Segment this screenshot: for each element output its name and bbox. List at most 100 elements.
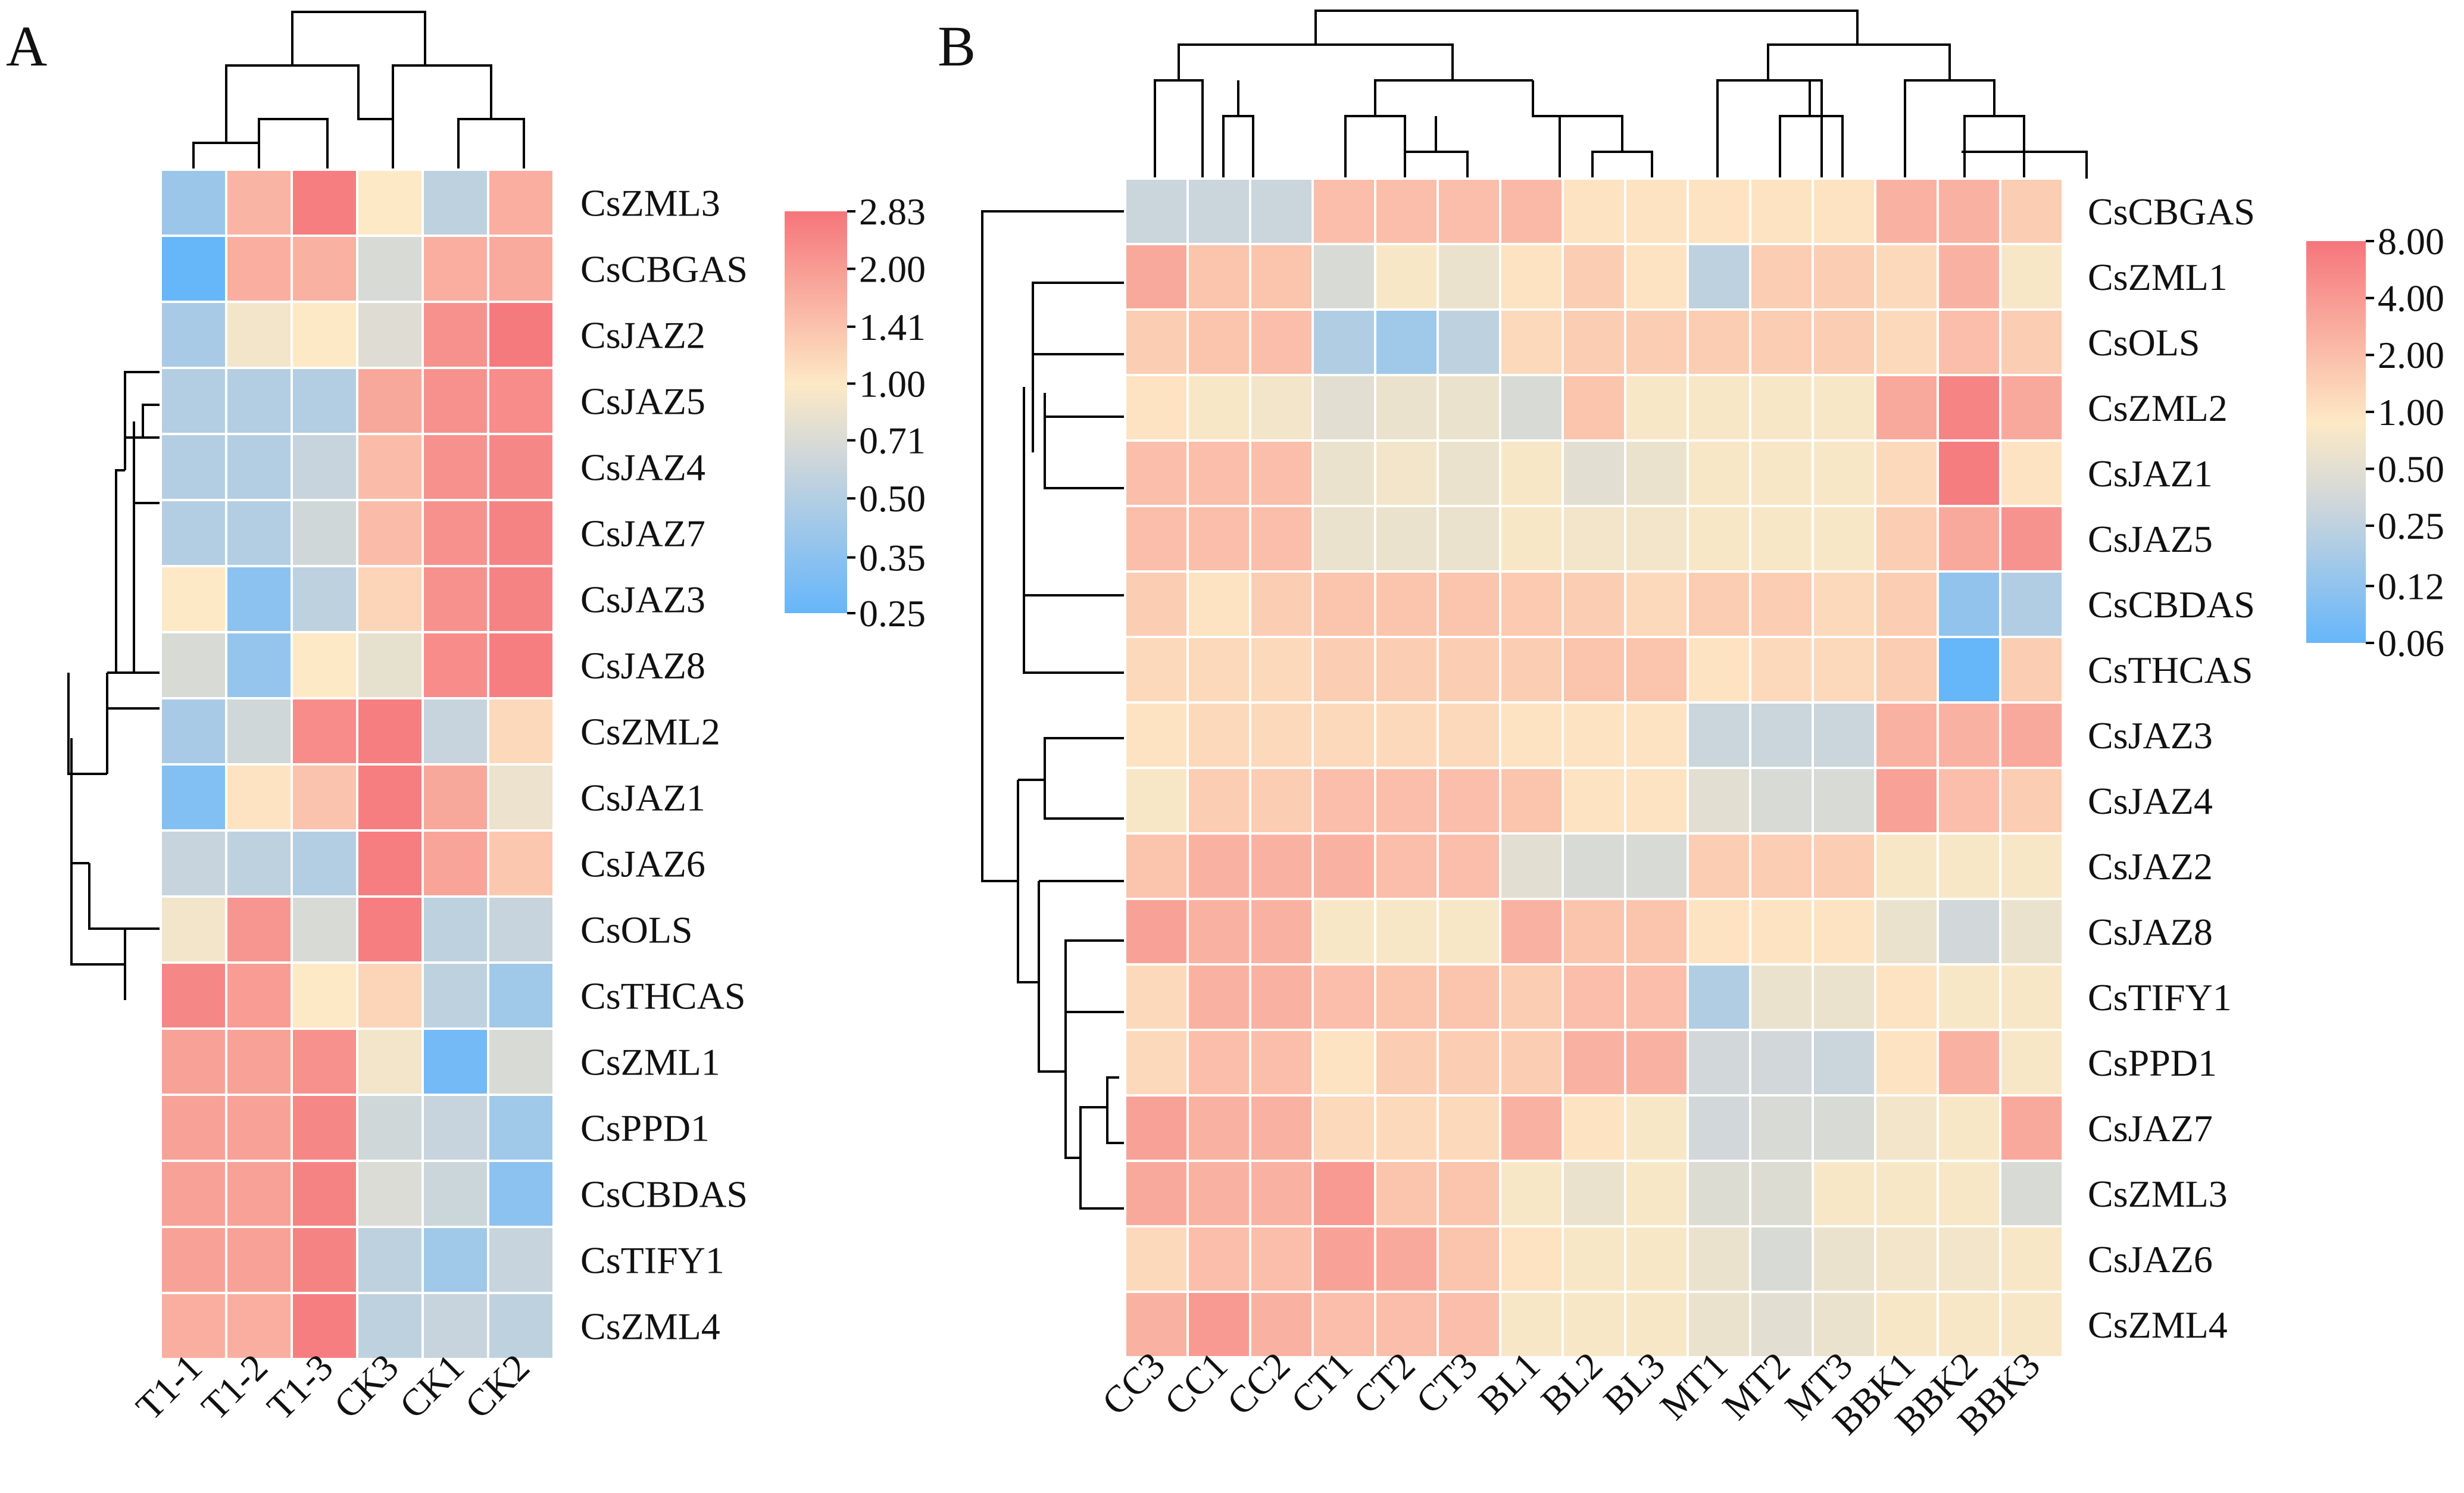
heatmap-cell — [1687, 1029, 1751, 1097]
heatmap-cell — [1186, 767, 1251, 835]
heatmap-cell — [1999, 505, 2064, 573]
heatmap-cell — [1499, 701, 1564, 769]
heatmap-cell — [1624, 636, 1689, 704]
row-label: CsCBGAS — [2088, 190, 2255, 233]
heatmap-cell — [421, 301, 489, 369]
heatmap-cell — [1186, 1160, 1251, 1227]
heatmap-cell — [1562, 1029, 1626, 1097]
heatmap-cell — [225, 829, 293, 898]
heatmap-cell — [1499, 898, 1564, 966]
heatmap-cell — [1687, 963, 1751, 1031]
heatmap-cell — [1999, 1029, 2064, 1097]
heatmap-cell — [1937, 439, 2001, 507]
heatmap-cell — [1812, 1291, 1876, 1358]
heatmap-cell — [1186, 439, 1251, 507]
heatmap-cell — [356, 565, 424, 633]
heatmap-cell — [160, 961, 227, 1030]
heatmap-cell — [1749, 177, 1814, 245]
heatmap-cell — [1124, 374, 1189, 442]
heatmap-cell — [1687, 308, 1751, 376]
heatmap-cell — [1562, 439, 1626, 507]
heatmap-cell — [1499, 1225, 1564, 1293]
heatmap-cell — [1999, 1160, 2064, 1227]
heatmap-cell — [1436, 570, 1501, 638]
heatmap-cell — [1186, 1291, 1251, 1358]
panel-a-row-dendrogram — [67, 371, 161, 1000]
heatmap-cell — [160, 433, 227, 501]
heatmap-cell — [1186, 374, 1251, 442]
heatmap-cell — [1374, 701, 1439, 769]
panel-a-cells — [160, 168, 555, 1360]
heatmap-cell — [225, 763, 293, 832]
heatmap-cell — [1999, 308, 2064, 376]
heatmap-cell — [1124, 1160, 1189, 1227]
heatmap-cell — [225, 433, 293, 501]
heatmap-cell — [1249, 177, 1314, 245]
heatmap-cell — [1499, 963, 1564, 1031]
panel-b-colorbar: 8.00 4.00 2.00 1.00 0.50 0.25 0.12 0.06 — [2306, 220, 2444, 664]
heatmap-cell — [1937, 963, 2001, 1031]
heatmap-cell — [487, 1027, 555, 1096]
heatmap-cell — [160, 895, 227, 964]
row-label: CsZML3 — [2088, 1173, 2228, 1215]
heatmap-cell — [1749, 1029, 1814, 1097]
heatmap-cell — [1812, 439, 1876, 507]
heatmap-cell — [487, 499, 555, 567]
heatmap-cell — [1186, 177, 1251, 245]
heatmap-cell — [291, 565, 358, 633]
heatmap-cell — [487, 961, 555, 1030]
heatmap-cell — [1874, 439, 1939, 507]
heatmap-cell — [1186, 963, 1251, 1031]
heatmap-cell — [487, 697, 555, 766]
heatmap-cell — [1562, 308, 1626, 376]
heatmap-cell — [1749, 1291, 1814, 1358]
row-label: CsJAZ4 — [2088, 780, 2213, 822]
heatmap-cell — [1499, 308, 1564, 376]
heatmap-cell — [487, 565, 555, 633]
heatmap-cell — [1562, 636, 1626, 704]
heatmap-cell — [1186, 308, 1251, 376]
heatmap-cell — [1874, 308, 1939, 376]
heatmap-cell — [1436, 374, 1501, 442]
heatmap-cell — [291, 1292, 358, 1360]
heatmap-cell — [1874, 1094, 1939, 1162]
heatmap-cell — [487, 433, 555, 501]
heatmap-cell — [1749, 963, 1814, 1031]
heatmap-cell — [1937, 374, 2001, 442]
heatmap-cell — [1499, 1029, 1564, 1097]
heatmap-cell — [1874, 1291, 1939, 1358]
heatmap-cell — [356, 1094, 424, 1162]
heatmap-cell — [1124, 439, 1189, 507]
panel-a-label: A — [6, 14, 47, 78]
heatmap-cell — [291, 235, 358, 303]
heatmap-cell — [1249, 308, 1314, 376]
heatmap-cell — [356, 961, 424, 1030]
heatmap-cell — [1937, 767, 2001, 835]
colorbar-tick-label: 0.12 — [2378, 565, 2444, 607]
heatmap-cell — [1562, 1160, 1626, 1227]
heatmap-cell — [1624, 1094, 1689, 1162]
heatmap-cell — [1999, 1094, 2064, 1162]
row-label: CsZML1 — [2088, 256, 2228, 298]
heatmap-cell — [1687, 898, 1751, 966]
heatmap-cell — [291, 1160, 358, 1228]
heatmap-cell — [291, 829, 358, 898]
heatmap-cell — [1624, 963, 1689, 1031]
colorbar-tick-label: 8.00 — [2378, 220, 2444, 263]
heatmap-cell — [291, 697, 358, 766]
heatmap-cell — [291, 631, 358, 699]
heatmap-cell — [160, 829, 227, 898]
row-label: CsOLS — [580, 909, 693, 951]
heatmap-cell — [1749, 570, 1814, 638]
heatmap-cell — [1249, 1291, 1314, 1358]
heatmap-cell — [1812, 832, 1876, 900]
heatmap-cell — [356, 499, 424, 567]
heatmap-cell — [1624, 898, 1689, 966]
heatmap-cell — [1186, 505, 1251, 573]
heatmap-cell — [1436, 1160, 1501, 1227]
heatmap-cell — [291, 301, 358, 369]
heatmap-cell — [1436, 1029, 1501, 1097]
heatmap-cell — [1124, 1094, 1189, 1162]
panel-a-heatmap: A CsZML3CsCBGASCsJAZ2CsJAZ5CsJAZ4CsJAZ7C… — [6, 11, 926, 1428]
